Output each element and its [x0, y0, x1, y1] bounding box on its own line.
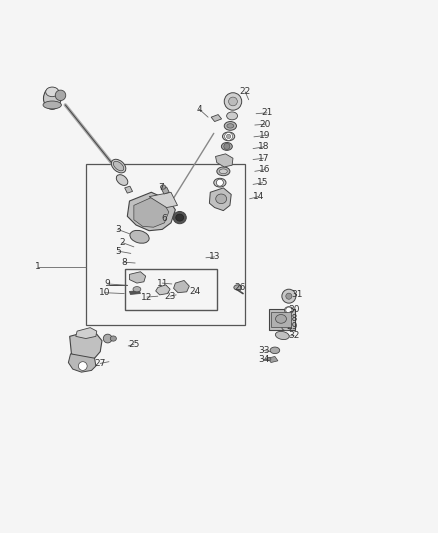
Text: 27: 27: [95, 359, 106, 368]
Polygon shape: [130, 290, 141, 294]
Ellipse shape: [270, 347, 280, 353]
Circle shape: [282, 289, 296, 303]
Polygon shape: [155, 285, 170, 295]
Text: 20: 20: [260, 120, 271, 128]
Ellipse shape: [130, 230, 149, 243]
Circle shape: [103, 334, 112, 343]
Ellipse shape: [276, 332, 289, 340]
Circle shape: [226, 134, 231, 139]
Text: 19: 19: [259, 131, 271, 140]
Ellipse shape: [226, 112, 237, 120]
Text: 24: 24: [189, 287, 201, 296]
Text: 23: 23: [164, 292, 176, 301]
Polygon shape: [134, 198, 169, 227]
Text: 22: 22: [240, 87, 251, 96]
Ellipse shape: [117, 175, 128, 185]
Ellipse shape: [133, 287, 141, 292]
Text: 33: 33: [258, 346, 269, 355]
Text: 4: 4: [197, 105, 202, 114]
Bar: [86, 164, 245, 326]
Ellipse shape: [110, 336, 117, 341]
Text: 26: 26: [234, 283, 246, 292]
Circle shape: [286, 307, 292, 313]
Text: 14: 14: [253, 192, 264, 201]
Ellipse shape: [224, 122, 237, 130]
Text: 34: 34: [258, 354, 269, 364]
Ellipse shape: [43, 101, 61, 109]
Ellipse shape: [234, 285, 242, 290]
Text: 6: 6: [162, 214, 167, 223]
Ellipse shape: [223, 132, 235, 141]
Text: 1: 1: [35, 262, 41, 271]
Polygon shape: [268, 357, 278, 362]
Text: 12: 12: [141, 293, 153, 302]
Polygon shape: [209, 188, 231, 211]
Text: 9: 9: [105, 279, 110, 288]
Ellipse shape: [173, 212, 186, 224]
Ellipse shape: [46, 87, 59, 96]
Bar: [269, 309, 294, 330]
Circle shape: [225, 133, 233, 140]
Text: 30: 30: [288, 305, 300, 314]
Ellipse shape: [111, 159, 126, 173]
Bar: [272, 312, 291, 327]
Text: 11: 11: [156, 279, 168, 288]
Ellipse shape: [227, 124, 234, 128]
Circle shape: [224, 143, 230, 149]
Polygon shape: [127, 192, 175, 231]
Polygon shape: [76, 328, 97, 338]
Polygon shape: [173, 280, 189, 293]
Text: 32: 32: [288, 331, 300, 340]
Polygon shape: [215, 154, 233, 167]
Polygon shape: [70, 332, 102, 360]
Text: 13: 13: [209, 253, 220, 261]
Circle shape: [286, 293, 292, 299]
Polygon shape: [211, 115, 222, 122]
Bar: [125, 269, 217, 310]
Text: 15: 15: [257, 178, 268, 187]
Ellipse shape: [285, 306, 293, 313]
Polygon shape: [130, 272, 146, 283]
Text: 29: 29: [286, 322, 298, 331]
Polygon shape: [161, 187, 169, 194]
Text: 8: 8: [121, 257, 127, 266]
Ellipse shape: [219, 169, 227, 174]
Text: 10: 10: [99, 288, 110, 297]
Ellipse shape: [214, 179, 226, 187]
Ellipse shape: [176, 214, 184, 221]
Text: 18: 18: [258, 142, 269, 151]
Polygon shape: [125, 186, 133, 193]
Ellipse shape: [276, 314, 286, 323]
Text: 28: 28: [286, 313, 298, 322]
Text: 25: 25: [128, 340, 140, 349]
Circle shape: [78, 362, 87, 370]
Ellipse shape: [43, 87, 61, 109]
Polygon shape: [68, 354, 96, 372]
Circle shape: [229, 97, 237, 106]
Text: 3: 3: [115, 225, 120, 234]
Circle shape: [55, 90, 66, 101]
Text: 31: 31: [291, 290, 303, 300]
Ellipse shape: [160, 185, 166, 189]
Ellipse shape: [221, 142, 232, 150]
Text: 17: 17: [258, 154, 269, 163]
Text: 5: 5: [116, 247, 121, 256]
Circle shape: [216, 179, 223, 186]
Ellipse shape: [217, 167, 230, 176]
Text: 7: 7: [159, 183, 164, 192]
Ellipse shape: [282, 325, 291, 330]
Text: 2: 2: [119, 238, 125, 247]
Text: 16: 16: [259, 165, 271, 174]
Text: 21: 21: [261, 108, 273, 117]
Ellipse shape: [113, 161, 124, 171]
Ellipse shape: [216, 194, 226, 204]
Ellipse shape: [267, 357, 271, 361]
Circle shape: [224, 93, 242, 110]
Polygon shape: [149, 192, 177, 207]
